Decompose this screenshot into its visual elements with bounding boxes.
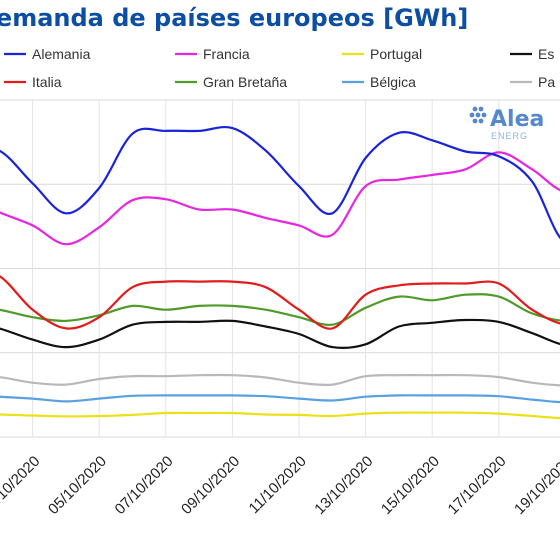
legend-item: Es [510,46,554,62]
legend-label: Italia [32,74,62,90]
x-tick-label: 03/10/2020 [0,453,43,518]
logo-dot-5 [472,118,478,124]
series-line-belgica [0,394,560,404]
legend-item: Portugal [342,46,422,62]
legend-label: Portugal [370,46,422,62]
chart-title: Demanda de países europeos [GWh] [0,4,469,32]
x-tick-label: 17/10/2020 [445,453,510,518]
series-line-italia [0,275,560,330]
series-line-francia [0,151,560,246]
series-line-gran-bretana [0,293,560,327]
x-tick-label: 19/10/2020 [511,453,560,518]
logo-dot-4 [469,112,475,118]
x-tick-label: 07/10/2020 [112,453,177,518]
legend-label: Gran Bretaña [203,74,287,90]
legend-label: Alemania [32,46,91,62]
series-line-alemania [0,125,560,240]
logo-dot-6 [478,118,484,124]
logo-dot-2 [475,112,481,118]
series-line-paises-bajos [0,373,560,387]
legend-item: Alemania [4,46,91,62]
series-line-espana [0,318,560,349]
x-tick-label: 09/10/2020 [178,453,243,518]
legend-item: Gran Bretaña [175,74,287,90]
legend-item: Pa [510,74,555,90]
legend-item: Italia [4,74,62,90]
x-tick-label: 13/10/2020 [311,453,376,518]
legend-label: Es [538,46,554,62]
x-tick-label: 11/10/2020 [246,453,310,517]
legend-label: Pa [538,74,555,90]
legend-item: Francia [175,46,250,62]
logo-subtext: ENERG [491,131,528,141]
legend-item: Bélgica [342,74,416,90]
logo-text: Alea [490,107,544,132]
logo-dot-0 [472,106,478,112]
legend-label: Bélgica [370,74,416,90]
logo-dot-3 [481,112,487,118]
x-tick-label: 05/10/2020 [45,453,110,518]
series-line-portugal [0,411,560,420]
legend-label: Francia [203,46,250,62]
logo-dot-1 [478,106,484,112]
x-tick-label: 15/10/2020 [378,453,443,518]
